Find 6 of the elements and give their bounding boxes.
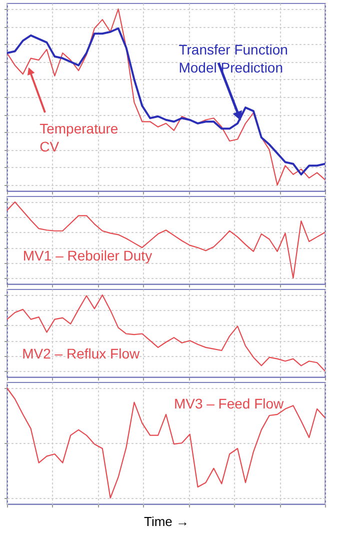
- series-label: MV2 – Reflux Flow: [22, 345, 140, 362]
- series-label: Temperature CV: [40, 120, 118, 155]
- text: Transfer Function Model Prediction: [178, 41, 288, 76]
- x-axis-title: Time →: [144, 514, 190, 529]
- series-label: MV3 – Feed Flow: [174, 396, 285, 412]
- series-label: MV1 – Reboiler Duty: [22, 248, 152, 264]
